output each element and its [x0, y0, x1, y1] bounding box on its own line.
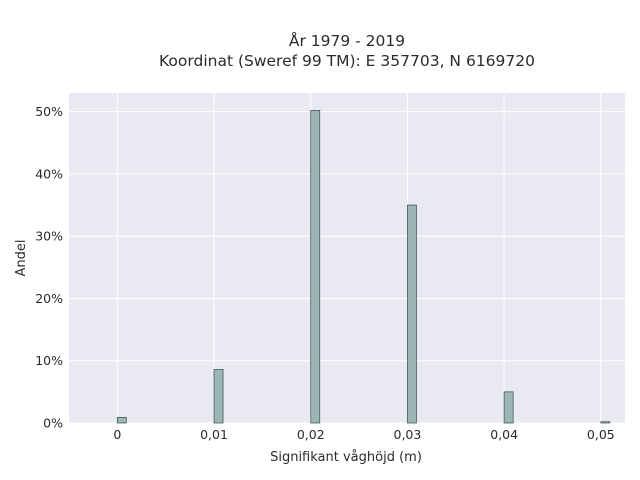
y-axis-label: Andel [14, 240, 29, 277]
x-tick-label: 0 [113, 427, 121, 442]
x-tick-label: 0,05 [587, 427, 615, 442]
histogram-bar [213, 369, 224, 424]
y-tick-label: 50% [35, 104, 63, 119]
x-axis-label: Signifikant våghöjd (m) [270, 450, 422, 465]
chart-subtitle: Koordinat (Sweref 99 TM): E 357703, N 61… [159, 52, 535, 70]
chart-title: År 1979 - 2019 [289, 31, 405, 50]
y-tick-label: 30% [35, 229, 63, 244]
plot-background [69, 93, 625, 423]
x-tick-label: 0,02 [297, 427, 325, 442]
x-tick-labels: 0 0,01 0,02 0,03 0,04 0,05 [113, 427, 614, 442]
x-tick-label: 0,03 [394, 427, 422, 442]
y-tick-label: 40% [35, 166, 63, 181]
histogram-bar [407, 204, 417, 424]
bars [116, 110, 611, 424]
y-tick-labels: 0% 10% 20% 30% 40% 50% [35, 104, 63, 430]
x-tick-label: 0,04 [490, 427, 518, 442]
histogram-bar [310, 110, 321, 424]
x-tick-label: 0,01 [200, 427, 228, 442]
histogram-bar [503, 391, 514, 424]
histogram-bar [116, 416, 127, 424]
y-tick-label: 0% [43, 416, 63, 431]
histogram-bar [600, 421, 611, 424]
y-tick-label: 20% [35, 291, 63, 306]
y-tick-label: 10% [35, 353, 63, 368]
